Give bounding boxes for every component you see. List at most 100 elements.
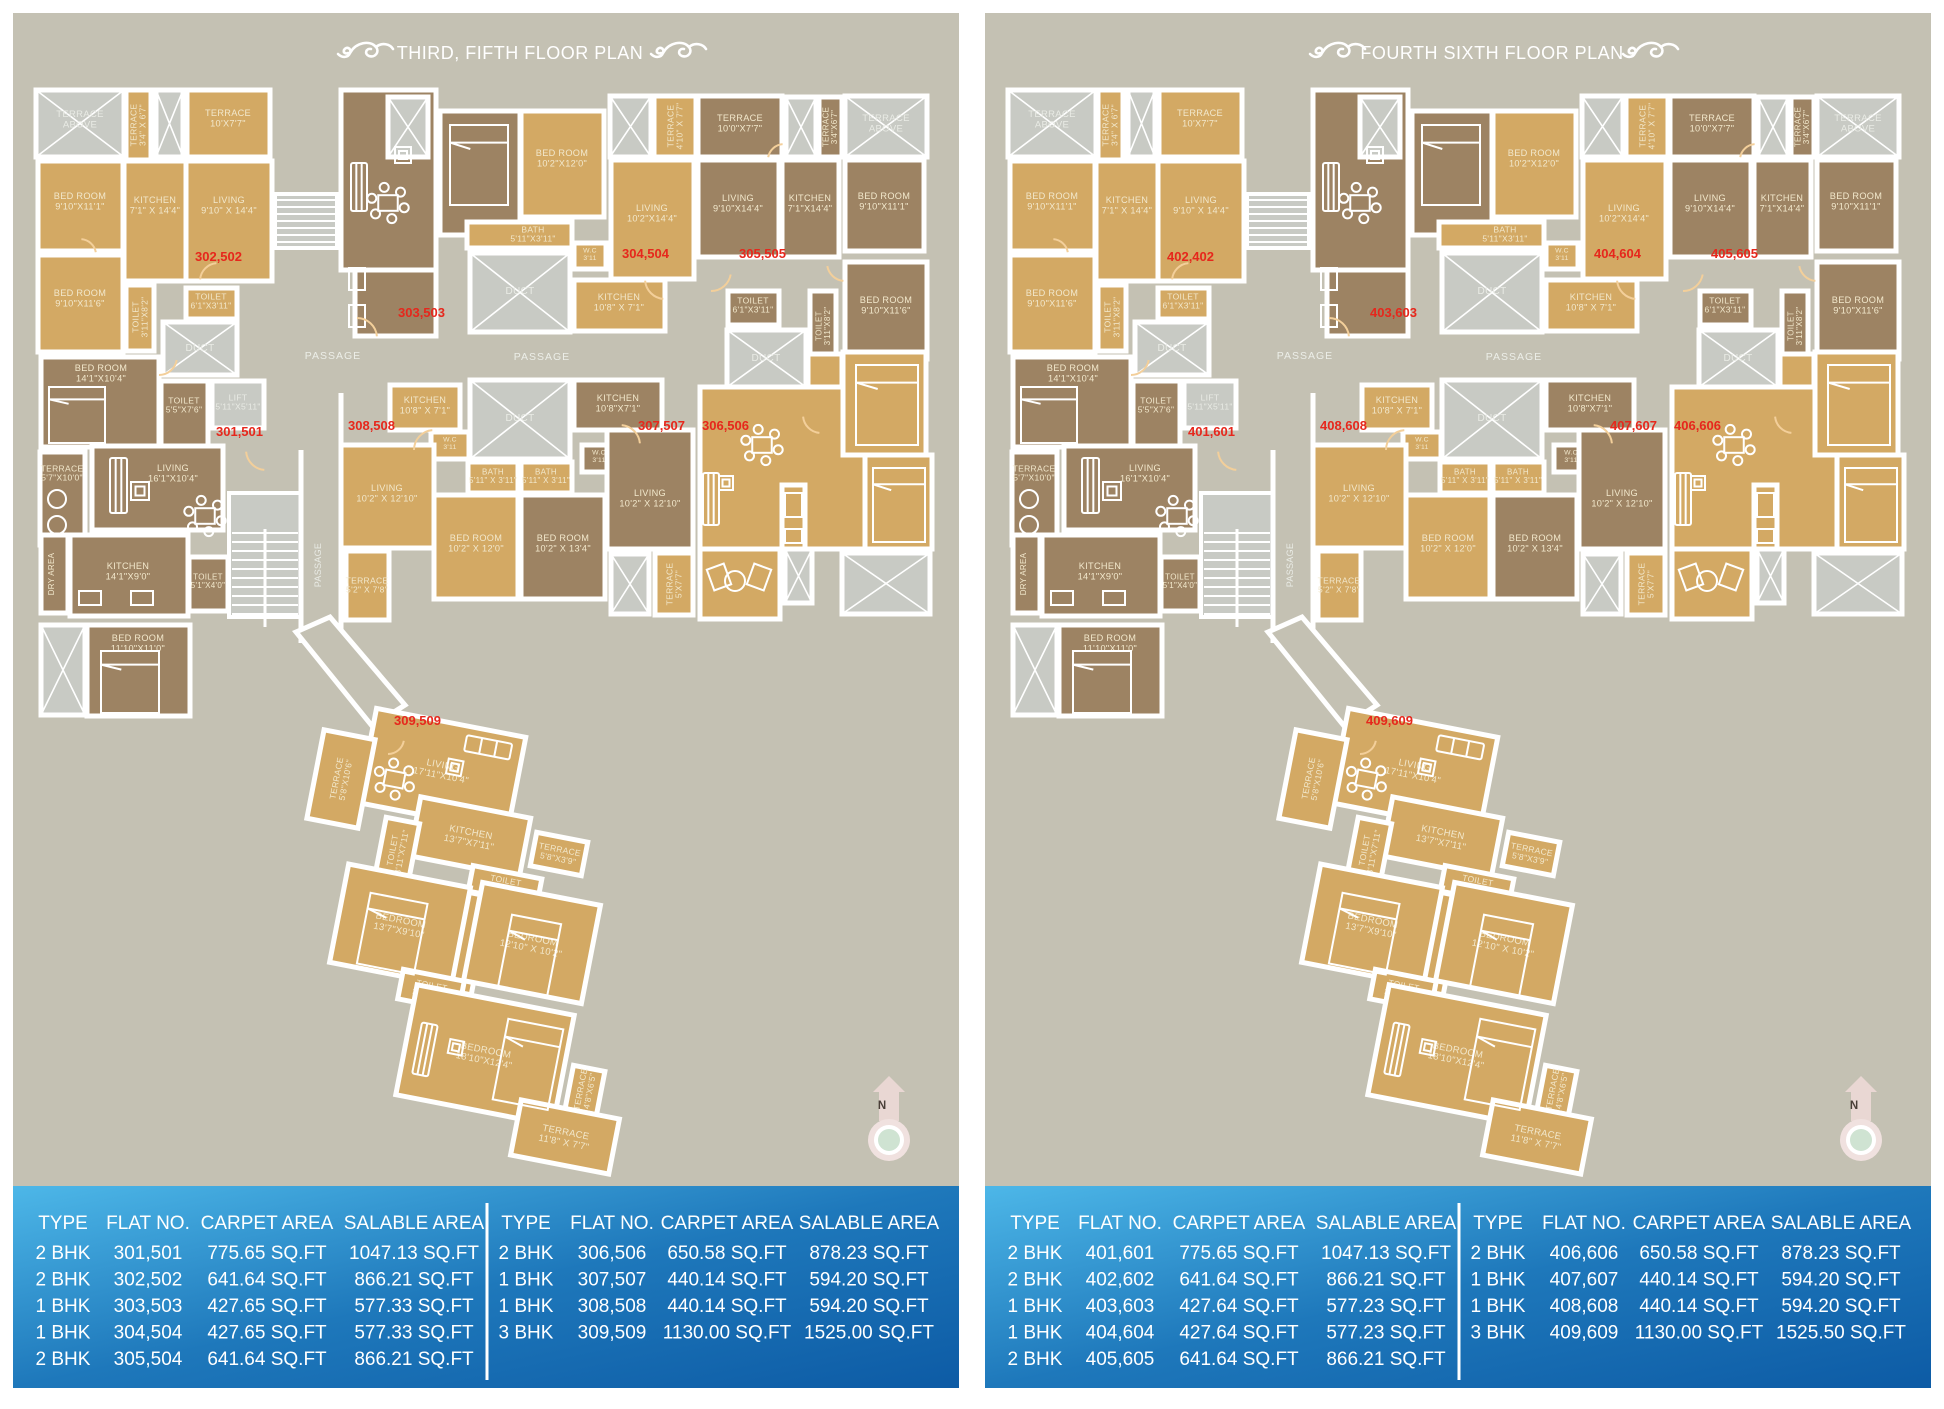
svg-text:641.64 SQ.FT: 641.64 SQ.FT: [207, 1349, 327, 1370]
svg-text:FLAT NO.: FLAT NO.: [1542, 1213, 1626, 1234]
svg-text:1130.00 SQ.FT: 1130.00 SQ.FT: [663, 1323, 792, 1344]
svg-text:TYPE: TYPE: [1010, 1213, 1060, 1234]
svg-text:775.65 SQ.FT: 775.65 SQ.FT: [207, 1243, 327, 1264]
svg-text:594.20 SQ.FT: 594.20 SQ.FT: [809, 1296, 929, 1317]
svg-text:308,508: 308,508: [348, 418, 395, 433]
svg-text:1 BHK: 1 BHK: [1471, 1270, 1526, 1291]
svg-text:427.65 SQ.FT: 427.65 SQ.FT: [207, 1296, 327, 1317]
svg-text:TYPE: TYPE: [1473, 1213, 1523, 1234]
svg-text:1 BHK: 1 BHK: [1471, 1296, 1526, 1317]
svg-text:866.21 SQ.FT: 866.21 SQ.FT: [1326, 1270, 1446, 1291]
svg-text:650.58 SQ.FT: 650.58 SQ.FT: [667, 1243, 787, 1264]
svg-text:2 BHK: 2 BHK: [36, 1349, 91, 1370]
svg-text:CARPET AREA: CARPET AREA: [1633, 1213, 1766, 1234]
svg-text:866.21 SQ.FT: 866.21 SQ.FT: [354, 1349, 474, 1370]
svg-text:1047.13 SQ.FT: 1047.13 SQ.FT: [349, 1243, 479, 1264]
svg-text:TYPE: TYPE: [38, 1213, 88, 1234]
svg-text:402,402: 402,402: [1167, 249, 1214, 264]
svg-text:3 BHK: 3 BHK: [1471, 1323, 1526, 1344]
svg-text:CARPET AREA: CARPET AREA: [661, 1213, 794, 1234]
svg-text:309,509: 309,509: [578, 1323, 647, 1344]
svg-text:775.65 SQ.FT: 775.65 SQ.FT: [1179, 1243, 1299, 1264]
svg-text:307,507: 307,507: [578, 1270, 647, 1291]
svg-text:641.64 SQ.FT: 641.64 SQ.FT: [207, 1270, 327, 1291]
svg-text:303,503: 303,503: [398, 305, 445, 320]
svg-text:1047.13 SQ.FT: 1047.13 SQ.FT: [1321, 1243, 1451, 1264]
svg-text:866.21 SQ.FT: 866.21 SQ.FT: [354, 1270, 474, 1291]
svg-text:641.64 SQ.FT: 641.64 SQ.FT: [1179, 1349, 1299, 1370]
svg-text:650.58 SQ.FT: 650.58 SQ.FT: [1639, 1243, 1759, 1264]
svg-text:1 BHK: 1 BHK: [36, 1323, 91, 1344]
svg-text:440.14 SQ.FT: 440.14 SQ.FT: [1639, 1296, 1759, 1317]
svg-text:1 BHK: 1 BHK: [499, 1270, 554, 1291]
svg-text:402,602: 402,602: [1086, 1270, 1155, 1291]
svg-text:407,607: 407,607: [1610, 418, 1657, 433]
svg-text:1 BHK: 1 BHK: [36, 1296, 91, 1317]
svg-text:303,503: 303,503: [114, 1296, 183, 1317]
svg-text:FOURTH SIXTH FLOOR PLAN: FOURTH SIXTH FLOOR PLAN: [1360, 43, 1623, 63]
svg-text:306,506: 306,506: [578, 1243, 647, 1264]
svg-text:2 BHK: 2 BHK: [36, 1270, 91, 1291]
svg-text:302,502: 302,502: [114, 1270, 183, 1291]
svg-text:1 BHK: 1 BHK: [1008, 1323, 1063, 1344]
svg-text:407,607: 407,607: [1550, 1270, 1619, 1291]
svg-text:SALABLE AREA: SALABLE AREA: [344, 1213, 485, 1234]
svg-text:408,608: 408,608: [1550, 1296, 1619, 1317]
svg-text:SALABLE AREA: SALABLE AREA: [1771, 1213, 1912, 1234]
svg-text:409,609: 409,609: [1366, 713, 1413, 728]
svg-text:307,507: 307,507: [638, 418, 685, 433]
svg-text:1130.00 SQ.FT: 1130.00 SQ.FT: [1635, 1323, 1764, 1344]
svg-text:440.14 SQ.FT: 440.14 SQ.FT: [1639, 1270, 1759, 1291]
svg-text:401,601: 401,601: [1086, 1243, 1155, 1264]
svg-text:594.20 SQ.FT: 594.20 SQ.FT: [1781, 1296, 1901, 1317]
svg-text:404,604: 404,604: [1594, 246, 1642, 261]
svg-text:405,605: 405,605: [1086, 1349, 1155, 1370]
svg-text:440.14 SQ.FT: 440.14 SQ.FT: [667, 1270, 787, 1291]
svg-text:409,609: 409,609: [1550, 1323, 1619, 1344]
svg-text:440.14 SQ.FT: 440.14 SQ.FT: [667, 1296, 787, 1317]
svg-text:302,502: 302,502: [195, 249, 242, 264]
svg-text:427.65 SQ.FT: 427.65 SQ.FT: [207, 1323, 327, 1344]
svg-text:1 BHK: 1 BHK: [499, 1296, 554, 1317]
svg-text:THIRD, FIFTH FLOOR PLAN: THIRD, FIFTH FLOOR PLAN: [397, 43, 644, 63]
svg-text:2 BHK: 2 BHK: [1008, 1349, 1063, 1370]
svg-text:406,606: 406,606: [1674, 418, 1721, 433]
svg-text:306,506: 306,506: [702, 418, 749, 433]
svg-text:401,601: 401,601: [1188, 424, 1235, 439]
svg-text:403,603: 403,603: [1370, 305, 1417, 320]
svg-text:594.20 SQ.FT: 594.20 SQ.FT: [809, 1270, 929, 1291]
svg-text:2 BHK: 2 BHK: [36, 1243, 91, 1264]
svg-text:FLAT NO.: FLAT NO.: [1078, 1213, 1162, 1234]
svg-text:403,603: 403,603: [1086, 1296, 1155, 1317]
svg-text:1525.50 SQ.FT: 1525.50 SQ.FT: [1776, 1323, 1906, 1344]
svg-text:2 BHK: 2 BHK: [1471, 1243, 1526, 1264]
svg-text:641.64 SQ.FT: 641.64 SQ.FT: [1179, 1270, 1299, 1291]
svg-text:577.23 SQ.FT: 577.23 SQ.FT: [1326, 1296, 1446, 1317]
svg-text:405,605: 405,605: [1711, 246, 1758, 261]
svg-text:SALABLE AREA: SALABLE AREA: [799, 1213, 940, 1234]
svg-text:577.23 SQ.FT: 577.23 SQ.FT: [1326, 1323, 1446, 1344]
svg-text:866.21 SQ.FT: 866.21 SQ.FT: [1326, 1349, 1446, 1370]
svg-text:1525.00 SQ.FT: 1525.00 SQ.FT: [804, 1323, 934, 1344]
svg-text:FLAT NO.: FLAT NO.: [106, 1213, 190, 1234]
svg-text:309,509: 309,509: [394, 713, 441, 728]
svg-text:404,604: 404,604: [1086, 1323, 1155, 1344]
svg-text:577.33 SQ.FT: 577.33 SQ.FT: [354, 1296, 474, 1317]
svg-text:304,504: 304,504: [622, 246, 670, 261]
svg-text:406,606: 406,606: [1550, 1243, 1619, 1264]
svg-text:305,505: 305,505: [739, 246, 786, 261]
svg-text:308,508: 308,508: [578, 1296, 647, 1317]
svg-text:427.64 SQ.FT: 427.64 SQ.FT: [1179, 1296, 1299, 1317]
svg-text:1 BHK: 1 BHK: [1008, 1296, 1063, 1317]
svg-text:3 BHK: 3 BHK: [499, 1323, 554, 1344]
svg-text:594.20 SQ.FT: 594.20 SQ.FT: [1781, 1270, 1901, 1291]
svg-text:408,608: 408,608: [1320, 418, 1367, 433]
svg-text:577.33 SQ.FT: 577.33 SQ.FT: [354, 1323, 474, 1344]
svg-text:2 BHK: 2 BHK: [1008, 1270, 1063, 1291]
svg-text:304,504: 304,504: [114, 1323, 183, 1344]
svg-text:301,501: 301,501: [114, 1243, 183, 1264]
svg-text:TYPE: TYPE: [501, 1213, 551, 1234]
svg-text:2 BHK: 2 BHK: [499, 1243, 554, 1264]
svg-text:305,504: 305,504: [114, 1349, 183, 1370]
svg-text:427.64 SQ.FT: 427.64 SQ.FT: [1179, 1323, 1299, 1344]
